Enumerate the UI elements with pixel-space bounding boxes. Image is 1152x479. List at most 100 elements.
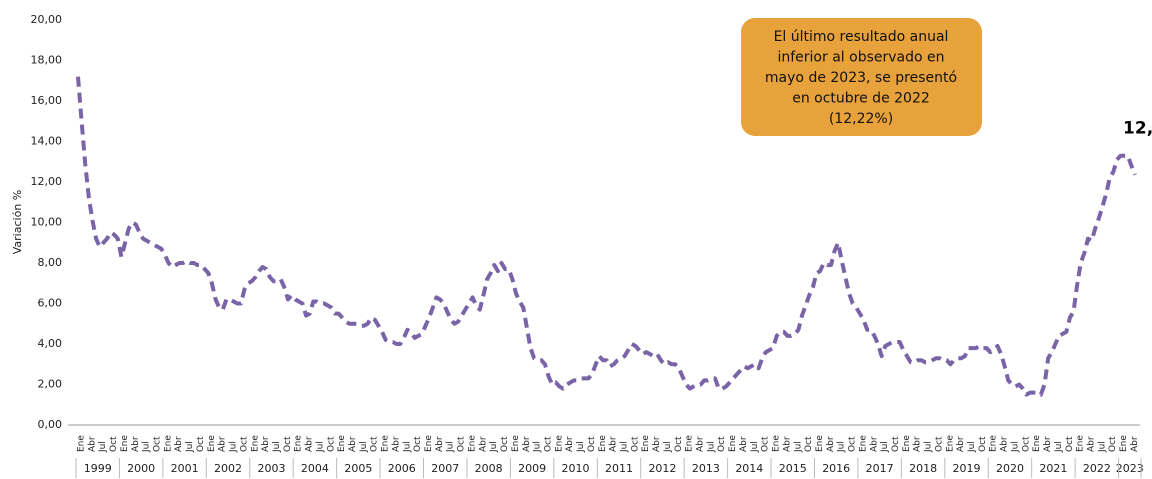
x-tick-label: Oct xyxy=(109,436,119,452)
x-tick-label: Abr xyxy=(869,436,879,452)
x-tick-label: Jul xyxy=(142,441,152,453)
x-tick-label: Jul xyxy=(185,441,195,453)
x-tick-label: Abr xyxy=(1130,436,1140,452)
x-tick-label: Ene xyxy=(163,435,173,452)
x-tick-label: Jul xyxy=(446,441,456,453)
x-tick-label: Jul xyxy=(793,441,803,453)
x-tick-label: Jul xyxy=(98,441,108,453)
x-tick-label: Ene xyxy=(858,435,868,452)
x-tick-label: Jul xyxy=(1010,441,1020,453)
x-tick-label: Ene xyxy=(1119,435,1129,452)
y-tick-label: 2,00 xyxy=(38,378,63,391)
x-tick-label: Abr xyxy=(261,436,271,452)
x-tick-label: Jul xyxy=(967,441,977,453)
x-tick-label: Abr xyxy=(1043,436,1053,452)
value-label: 12,36 xyxy=(1123,119,1152,139)
x-tick-label: Abr xyxy=(131,436,141,452)
x-tick-label: Jul xyxy=(272,441,282,453)
x-tick-label: Jul xyxy=(315,441,325,453)
x-tick-label: Ene xyxy=(945,435,955,452)
year-label: 2012 xyxy=(648,462,676,475)
x-tick-label: Jul xyxy=(402,441,412,453)
y-axis-label: Variación % xyxy=(11,190,24,255)
x-tick-label: Abr xyxy=(478,436,488,452)
x-tick-label: Abr xyxy=(696,436,706,452)
year-label: 1999 xyxy=(84,462,112,475)
year-label: 2018 xyxy=(909,462,937,475)
x-tick-label: Oct xyxy=(1021,436,1031,452)
annotation-text: El último resultado anual xyxy=(774,29,949,45)
x-tick-label: Jul xyxy=(880,441,890,453)
x-tick-label: Ene xyxy=(381,435,391,452)
x-tick-label: Jul xyxy=(1097,441,1107,453)
x-tick-label: Oct xyxy=(891,436,901,452)
x-tick-label: Jul xyxy=(489,441,499,453)
y-tick-label: 12,00 xyxy=(31,175,63,188)
x-tick-label: Abr xyxy=(87,436,97,452)
y-tick-label: 4,00 xyxy=(38,337,63,350)
annotation-text: mayo de 2023, se presentó xyxy=(765,70,957,86)
year-label: 2001 xyxy=(171,462,199,475)
x-tick-label: Abr xyxy=(782,436,792,452)
year-label: 2007 xyxy=(431,462,459,475)
year-label: 2009 xyxy=(518,462,546,475)
y-tick-label: 6,00 xyxy=(38,297,63,310)
x-tick-label: Abr xyxy=(609,436,619,452)
x-tick-label: Ene xyxy=(207,435,217,452)
x-tick-label: Oct xyxy=(717,436,727,452)
x-tick-label: Abr xyxy=(348,436,358,452)
year-label: 2021 xyxy=(1039,462,1067,475)
x-tick-label: Ene xyxy=(598,435,608,452)
x-tick-label: Oct xyxy=(1065,436,1075,452)
x-tick-label: Abr xyxy=(174,436,184,452)
x-tick-label: Oct xyxy=(283,436,293,452)
x-tick-label: Ene xyxy=(337,435,347,452)
year-label: 2016 xyxy=(822,462,850,475)
x-tick-label: Oct xyxy=(500,436,510,452)
x-tick-label: Abr xyxy=(305,436,315,452)
year-label: 2006 xyxy=(388,462,416,475)
x-tick-label: Oct xyxy=(153,436,163,452)
y-tick-label: 0,00 xyxy=(38,418,63,431)
x-tick-label: Abr xyxy=(218,436,228,452)
x-tick-label: Abr xyxy=(652,436,662,452)
x-tick-label: Ene xyxy=(1032,435,1042,452)
x-tick-label: Ene xyxy=(294,435,304,452)
x-tick-label: Abr xyxy=(522,436,532,452)
year-label: 2005 xyxy=(344,462,372,475)
year-label: 2004 xyxy=(301,462,329,475)
year-label: 2003 xyxy=(257,462,285,475)
x-tick-label: Ene xyxy=(685,435,695,452)
x-tick-label: Oct xyxy=(239,436,249,452)
x-tick-label: Abr xyxy=(826,436,836,452)
x-tick-label: Oct xyxy=(326,436,336,452)
year-label: 2015 xyxy=(779,462,807,475)
x-tick-label: Oct xyxy=(761,436,771,452)
year-label: 2002 xyxy=(214,462,242,475)
year-label: 2014 xyxy=(735,462,763,475)
year-label: 2019 xyxy=(953,462,981,475)
x-tick-label: Jul xyxy=(229,441,239,453)
x-tick-label: Abr xyxy=(739,436,749,452)
x-tick-label: Abr xyxy=(956,436,966,452)
x-tick-label: Ene xyxy=(902,435,912,452)
x-tick-label: Jul xyxy=(750,441,760,453)
x-tick-label: Oct xyxy=(934,436,944,452)
x-tick-label: Ene xyxy=(641,435,651,452)
y-tick-label: 16,00 xyxy=(31,94,63,107)
year-label: 2013 xyxy=(692,462,720,475)
x-tick-label: Jul xyxy=(837,441,847,453)
x-tick-label: Jul xyxy=(620,441,630,453)
x-tick-label: Oct xyxy=(630,436,640,452)
x-tick-label: Abr xyxy=(565,436,575,452)
annotation-text: inferior al observado en xyxy=(777,50,944,66)
x-tick-label: Ene xyxy=(120,435,130,452)
year-label: 2010 xyxy=(562,462,590,475)
x-tick-label: Oct xyxy=(543,436,553,452)
x-tick-label: Jul xyxy=(359,441,369,453)
year-label: 2017 xyxy=(866,462,894,475)
x-tick-label: Ene xyxy=(1076,435,1086,452)
x-tick-label: Jul xyxy=(533,441,543,453)
x-tick-label: Jul xyxy=(663,441,673,453)
